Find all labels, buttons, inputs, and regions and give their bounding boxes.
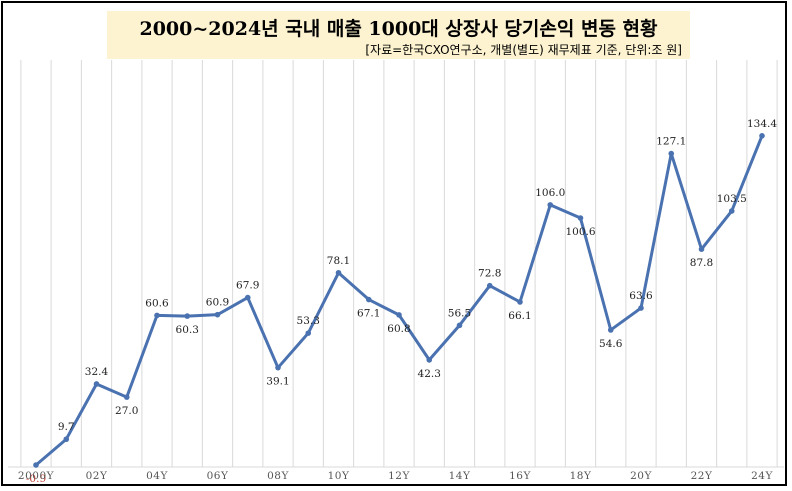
- data-label: 60.9: [206, 297, 229, 309]
- x-tick-label: 12Y: [388, 470, 410, 482]
- data-point: [33, 462, 39, 468]
- data-label: 60.6: [145, 297, 169, 309]
- data-point: [244, 294, 251, 301]
- data-point: [184, 313, 191, 319]
- data-label: 106.0: [535, 187, 565, 199]
- data-label: 32.4: [85, 366, 109, 378]
- data-point: [638, 305, 644, 311]
- data-point: [607, 327, 614, 333]
- data-label: 100.6: [565, 226, 595, 238]
- data-label: 134.4: [747, 118, 777, 130]
- data-label: 54.6: [599, 338, 623, 350]
- data-label: 39.1: [266, 376, 289, 388]
- data-label: 56.5: [448, 307, 471, 319]
- data-label: 42.3: [418, 368, 441, 380]
- data-label: 78.1: [327, 255, 350, 267]
- data-point: [668, 150, 675, 157]
- data-point: [214, 311, 221, 318]
- x-tick-label: 02Y: [86, 470, 108, 482]
- data-label: 53.3: [297, 315, 320, 327]
- data-point: [154, 312, 160, 319]
- x-tick-label: 20Y: [630, 470, 652, 482]
- data-point: [365, 296, 372, 303]
- data-point: [63, 436, 70, 443]
- data-label: 60.8: [387, 323, 410, 335]
- x-tick-label: 22Y: [691, 470, 713, 482]
- x-tick-label: 18Y: [570, 470, 592, 482]
- x-tick-label: 24Y: [751, 470, 773, 482]
- data-point: [396, 312, 402, 318]
- title-box: 2000~2024년 국내 매출 1000대 상장사 당기손익 변동 현황 [자…: [107, 11, 690, 59]
- data-label: 72.8: [478, 268, 501, 280]
- x-tick-label: 16Y: [509, 470, 531, 482]
- chart-title: 2000~2024년 국내 매출 1000대 상장사 당기손익 변동 현황: [139, 18, 658, 40]
- chart-subtitle: [자료=한국CXO연구소, 개별(별도) 재무제표 기준, 단위:조 원]: [365, 43, 682, 57]
- data-point: [547, 202, 554, 208]
- x-tick-label: 14Y: [449, 470, 471, 482]
- data-point: [275, 364, 281, 371]
- data-label: 67.9: [236, 280, 259, 292]
- data-label: 27.0: [115, 405, 138, 417]
- x-tick-label: 10Y: [328, 470, 350, 482]
- data-label: 127.1: [656, 136, 686, 148]
- data-point: [305, 330, 312, 336]
- data-label: 87.8: [690, 257, 713, 269]
- data-point: [93, 381, 100, 387]
- data-point: [728, 208, 735, 214]
- data-label: -0.9: [26, 473, 46, 485]
- data-point: [123, 394, 130, 400]
- data-label: 9.7: [58, 421, 75, 433]
- data-point: [577, 215, 584, 221]
- data-point: [335, 269, 342, 276]
- data-point: [759, 133, 765, 139]
- data-label: 66.1: [508, 310, 531, 322]
- x-tick-label: 06Y: [207, 470, 229, 482]
- x-tick-label: 04Y: [146, 470, 168, 482]
- data-label: 103.5: [717, 193, 747, 205]
- data-label: 60.3: [176, 324, 199, 336]
- data-point: [517, 299, 523, 305]
- x-tick-label: 08Y: [267, 470, 289, 482]
- data-point: [486, 282, 493, 289]
- data-label: 67.1: [357, 308, 380, 320]
- data-label: 63.6: [629, 290, 653, 302]
- x-tick-label: 2000Y: [18, 470, 55, 482]
- data-point: [456, 322, 463, 329]
- data-point: [426, 357, 433, 363]
- data-point: [698, 246, 705, 252]
